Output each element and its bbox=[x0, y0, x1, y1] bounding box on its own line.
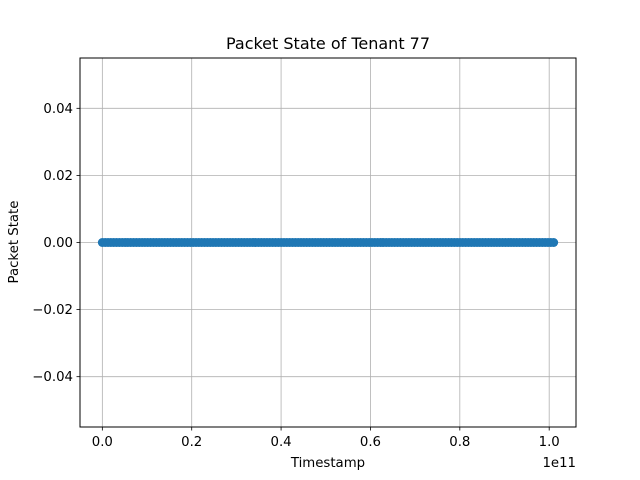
y-tick-label: −0.04 bbox=[32, 370, 73, 385]
y-tick-label: −0.02 bbox=[32, 303, 73, 318]
y-tick-label: 0.00 bbox=[43, 236, 73, 251]
chart-title: Packet State of Tenant 77 bbox=[226, 34, 430, 53]
x-tick-label: 0.2 bbox=[181, 435, 202, 450]
y-tick-label: 0.04 bbox=[43, 102, 73, 117]
y-axis-label: Packet State bbox=[7, 201, 22, 284]
x-axis-label: Timestamp bbox=[290, 456, 365, 471]
y-tick-label: 0.02 bbox=[43, 169, 73, 184]
y-axis-ticks: 0.04 0.02 0.00 −0.02 −0.04 bbox=[32, 102, 80, 385]
x-tick-label: 0.0 bbox=[92, 435, 113, 450]
x-axis-ticks: 0.0 0.2 0.4 0.6 0.8 1.0 bbox=[92, 427, 560, 450]
data-point bbox=[549, 238, 559, 247]
data-points bbox=[97, 238, 559, 247]
x-tick-label: 0.6 bbox=[360, 435, 381, 450]
x-tick-label: 1.0 bbox=[539, 435, 560, 450]
x-axis-offset-label: 1e11 bbox=[542, 456, 576, 471]
x-tick-label: 0.4 bbox=[271, 435, 292, 450]
x-tick-label: 0.8 bbox=[449, 435, 470, 450]
